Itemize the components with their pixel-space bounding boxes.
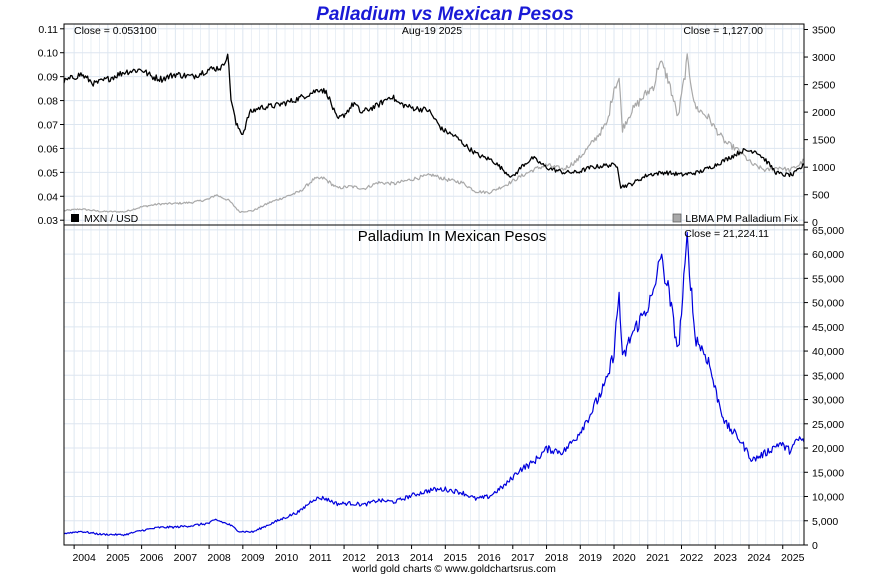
right-tick-label: 20,000 xyxy=(812,443,844,455)
top-date: Aug-19 2025 xyxy=(402,25,462,37)
x-tick-label: 2004 xyxy=(72,552,96,564)
right-tick-label: 0 xyxy=(812,540,818,552)
x-tick-label: 2019 xyxy=(579,552,603,564)
x-tick-label: 2018 xyxy=(545,552,569,564)
x-tick-label: 2013 xyxy=(376,552,400,564)
x-axis-ticks: 2004 2005 2006 2007 2008 2009 2010 2011 2012 2013… xyxy=(72,545,805,564)
x-tick-label: 2011 xyxy=(309,552,332,564)
right-tick-label: 1500 xyxy=(812,135,836,147)
right-tick-label: 3000 xyxy=(812,52,836,64)
right-tick-label: 45,000 xyxy=(812,322,844,334)
right-tick-label: 500 xyxy=(812,190,830,202)
top-panel-series xyxy=(63,53,805,213)
bottom-right-axis-ticks: 0 5,000 10,000 15,000 20,000 25,000 30,000 35,0… xyxy=(804,225,844,552)
left-tick-label: 0.04 xyxy=(38,191,59,203)
series-line-palladium-mxn xyxy=(63,231,805,537)
left-tick-label: 0.08 xyxy=(38,96,59,108)
bottom-panel-frame xyxy=(63,224,805,546)
left-tick-label: 0.05 xyxy=(38,167,59,179)
bottom-panel-title: Palladium In Mexican Pesos xyxy=(358,228,546,245)
top-close-left: Close = 0.053100 xyxy=(74,25,157,37)
right-tick-label: 0 xyxy=(812,217,818,229)
right-tick-label: 1000 xyxy=(812,162,836,174)
right-tick-label: 3500 xyxy=(812,25,836,37)
x-tick-label: 2012 xyxy=(342,552,366,564)
right-tick-label: 5,000 xyxy=(812,516,838,528)
legend-palladium-swatch xyxy=(672,213,682,223)
x-tick-label: 2015 xyxy=(444,552,468,564)
left-tick-label: 0.10 xyxy=(38,48,59,60)
right-tick-label: 2000 xyxy=(812,107,836,119)
x-tick-label: 2005 xyxy=(106,552,130,564)
x-tick-label: 2020 xyxy=(612,552,636,564)
x-tick-label: 2010 xyxy=(275,552,299,564)
x-tick-label: 2014 xyxy=(410,552,434,564)
right-tick-label: 55,000 xyxy=(812,273,844,285)
x-tick-label: 2024 xyxy=(747,552,771,564)
legend-mxn-swatch xyxy=(71,214,79,222)
left-tick-label: 0.06 xyxy=(38,143,59,155)
series-line-palladium-usd xyxy=(63,53,805,213)
left-tick-label: 0.07 xyxy=(38,120,59,132)
right-tick-label: 10,000 xyxy=(812,492,844,504)
footer-credit: world gold charts © www.goldchartsrus.co… xyxy=(351,563,556,575)
right-tick-label: 50,000 xyxy=(812,298,844,310)
top-close-right: Close = 1,127.00 xyxy=(683,25,763,37)
bottom-panel-series xyxy=(63,231,805,537)
series-line-mxn-usd xyxy=(63,53,805,189)
right-tick-label: 60,000 xyxy=(812,249,844,261)
x-tick-label: 2025 xyxy=(781,552,805,564)
x-tick-label: 2006 xyxy=(140,552,164,564)
bottom-panel-gridlines xyxy=(64,225,804,545)
right-tick-label: 15,000 xyxy=(812,467,844,479)
top-panel-gridlines xyxy=(64,24,804,225)
x-tick-label: 2021 xyxy=(646,552,670,564)
x-tick-label: 2022 xyxy=(680,552,704,564)
x-tick-label: 2007 xyxy=(174,552,198,564)
right-tick-label: 25,000 xyxy=(812,419,844,431)
left-tick-label: 0.11 xyxy=(38,24,58,36)
x-tick-label: 2008 xyxy=(207,552,231,564)
right-tick-label: 2500 xyxy=(812,80,836,92)
top-left-axis-ticks: 0.03 0.04 0.05 0.06 0.07 0.08 0.09 0.10 0.11 xyxy=(38,24,64,227)
left-tick-label: 0.03 xyxy=(38,215,59,227)
right-tick-label: 65,000 xyxy=(812,225,844,237)
x-tick-label: 2017 xyxy=(511,552,535,564)
left-tick-label: 0.09 xyxy=(38,72,59,84)
chart-title: Palladium vs Mexican Pesos xyxy=(316,4,574,25)
x-tick-label: 2016 xyxy=(477,552,501,564)
x-tick-label: 2009 xyxy=(241,552,265,564)
legend-mxn-label: MXN / USD xyxy=(84,213,139,225)
legend-palladium-label: LBMA PM Palladium Fix xyxy=(685,213,798,225)
right-tick-label: 35,000 xyxy=(812,370,844,382)
top-right-axis-ticks: 0 500 1000 1500 2000 2500 3000 3500 xyxy=(804,25,836,229)
bottom-close: Close = 21,224.11 xyxy=(684,228,769,240)
right-tick-label: 40,000 xyxy=(812,346,844,358)
right-tick-label: 30,000 xyxy=(812,395,844,407)
x-tick-label: 2023 xyxy=(714,552,738,564)
